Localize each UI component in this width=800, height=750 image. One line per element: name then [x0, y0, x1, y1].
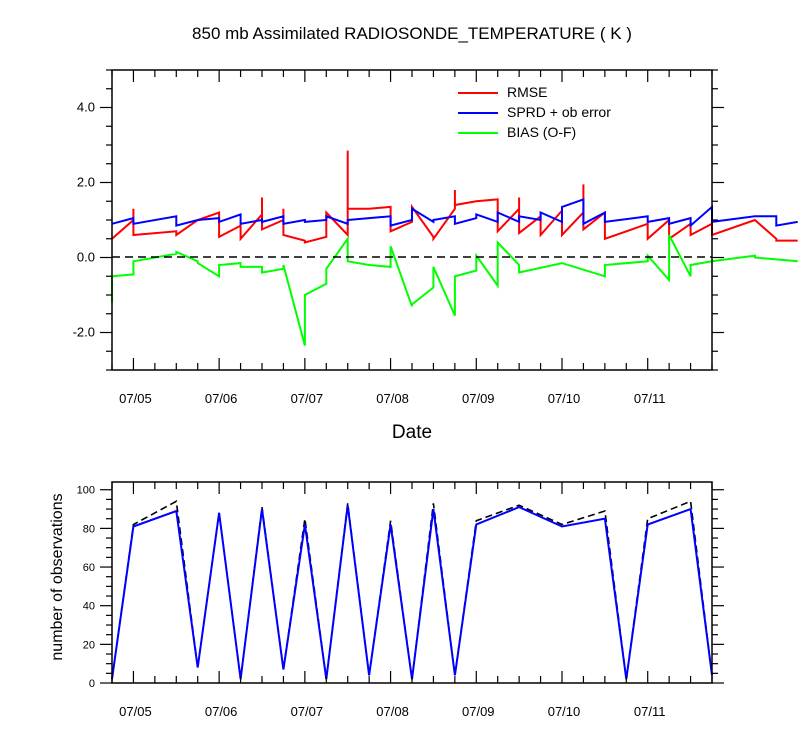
bottom-plot-frame	[111, 481, 713, 684]
y-axis-label: number of observations	[49, 493, 66, 660]
y-tick-label: 20	[83, 639, 95, 651]
legend-item-bias: BIAS (O-F)	[458, 124, 576, 140]
x-tick-label: 07/07	[291, 704, 324, 719]
y-tick-label: 40	[83, 601, 95, 613]
bottom-series-layer	[111, 500, 713, 680]
series-line-bias-o-f	[111, 234, 798, 346]
chart-title: 850 mb Assimilated RADIOSONDE_TEMPERATUR…	[192, 24, 632, 43]
y-tick-label: 4.0	[77, 100, 95, 115]
series-line-rmse	[111, 150, 798, 244]
y-tick-label: 2.0	[77, 175, 95, 190]
x-tick-label: 07/11	[634, 704, 666, 719]
x-tick-label: 07/08	[376, 704, 409, 719]
legend: RMSE SPRD + ob error BIAS (O-F)	[458, 84, 611, 140]
x-tick-label: 07/05	[119, 704, 152, 719]
x-tick-label: 07/05	[119, 391, 152, 406]
top-y-tick-labels: -2.0 0.0 2.0 4.0	[73, 100, 95, 340]
x-axis-label: Date	[392, 422, 432, 443]
top-x-tick-labels: 07/05 07/06 07/07 07/08 07/09 07/10 07/11	[119, 391, 665, 406]
y-tick-label: 100	[77, 485, 95, 497]
y-tick-label: 0	[89, 678, 95, 690]
x-tick-label: 07/09	[462, 704, 495, 719]
series-line-observations-assimilated	[111, 505, 713, 680]
x-tick-label: 07/10	[548, 704, 581, 719]
y-tick-label: 0.0	[77, 250, 95, 265]
x-tick-label: 07/06	[205, 704, 238, 719]
bottom-axis-ticks	[100, 482, 724, 684]
series-line-sprd-ob-error	[111, 197, 798, 228]
x-tick-label: 07/10	[548, 391, 581, 406]
bias-rmse-panel: 850 mb Assimilated RADIOSONDE_TEMPERATUR…	[73, 24, 798, 443]
bottom-x-tick-labels: 07/05 07/06 07/07 07/08 07/09 07/10 07/11	[119, 704, 665, 719]
legend-label-rmse: RMSE	[507, 84, 547, 100]
y-tick-label: -2.0	[73, 325, 95, 340]
x-tick-label: 07/08	[376, 391, 409, 406]
y-tick-label: 60	[83, 562, 95, 574]
bottom-y-tick-labels: 0 20 40 60 80 100	[77, 485, 95, 690]
x-tick-label: 07/11	[634, 391, 666, 406]
legend-item-sprd: SPRD + ob error	[458, 104, 611, 120]
legend-label-sprd: SPRD + ob error	[507, 104, 611, 120]
top-axis-ticks	[100, 69, 724, 371]
y-tick-label: 80	[83, 523, 95, 535]
x-tick-label: 07/07	[291, 391, 324, 406]
legend-item-rmse: RMSE	[458, 84, 547, 100]
x-tick-label: 07/09	[462, 391, 495, 406]
top-plot-frame	[111, 69, 713, 371]
top-series-layer	[111, 150, 798, 346]
x-tick-label: 07/06	[205, 391, 238, 406]
legend-label-bias: BIAS (O-F)	[507, 124, 576, 140]
